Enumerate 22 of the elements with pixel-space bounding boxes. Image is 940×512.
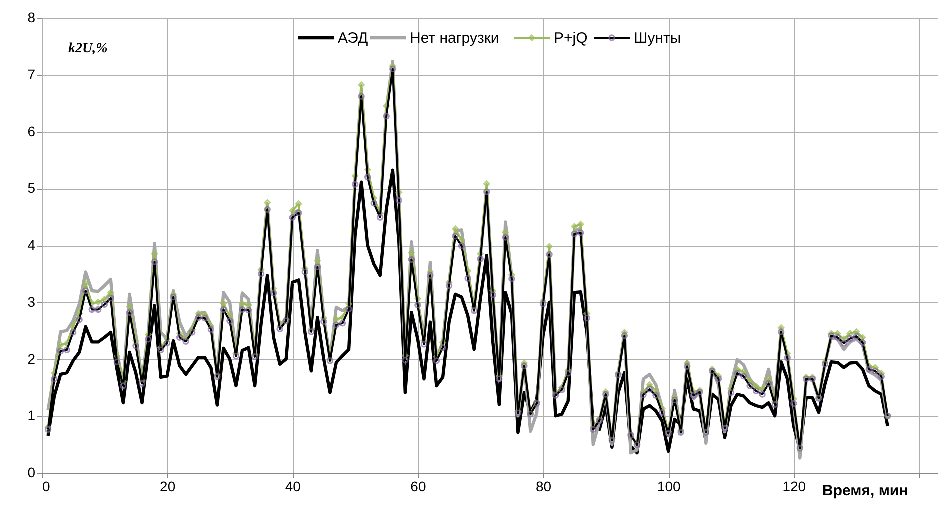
y-tick-label: 7 (28, 66, 36, 82)
x-tick-label: 20 (160, 478, 176, 494)
x-tick-label: 40 (285, 478, 302, 494)
x-axis-title: Время, мин (822, 482, 908, 500)
y-tick-label: 0 (28, 464, 36, 480)
y-tick-label: 1 (28, 408, 36, 424)
y-tick-label: 5 (28, 180, 36, 196)
y-axis-title: k2U,% (68, 42, 108, 56)
x-tick-label: 100 (657, 478, 681, 494)
legend-label: Нет нагрузки (410, 30, 500, 47)
legend-label: АЭД (338, 30, 368, 47)
y-tick-label: 8 (28, 10, 36, 26)
y-tick-label: 3 (28, 294, 36, 310)
y-tick-label: 2 (28, 350, 36, 367)
x-tick-label: 0 (42, 478, 50, 494)
x-tick-label: 80 (536, 478, 552, 494)
legend-label: Шунты (634, 30, 682, 47)
x-tick-label: 60 (410, 478, 426, 494)
legend-label: P+jQ (554, 30, 588, 47)
y-tick-label: 4 (28, 237, 36, 253)
x-tick-label: 120 (782, 478, 806, 494)
y-tick-label: 6 (28, 123, 36, 140)
